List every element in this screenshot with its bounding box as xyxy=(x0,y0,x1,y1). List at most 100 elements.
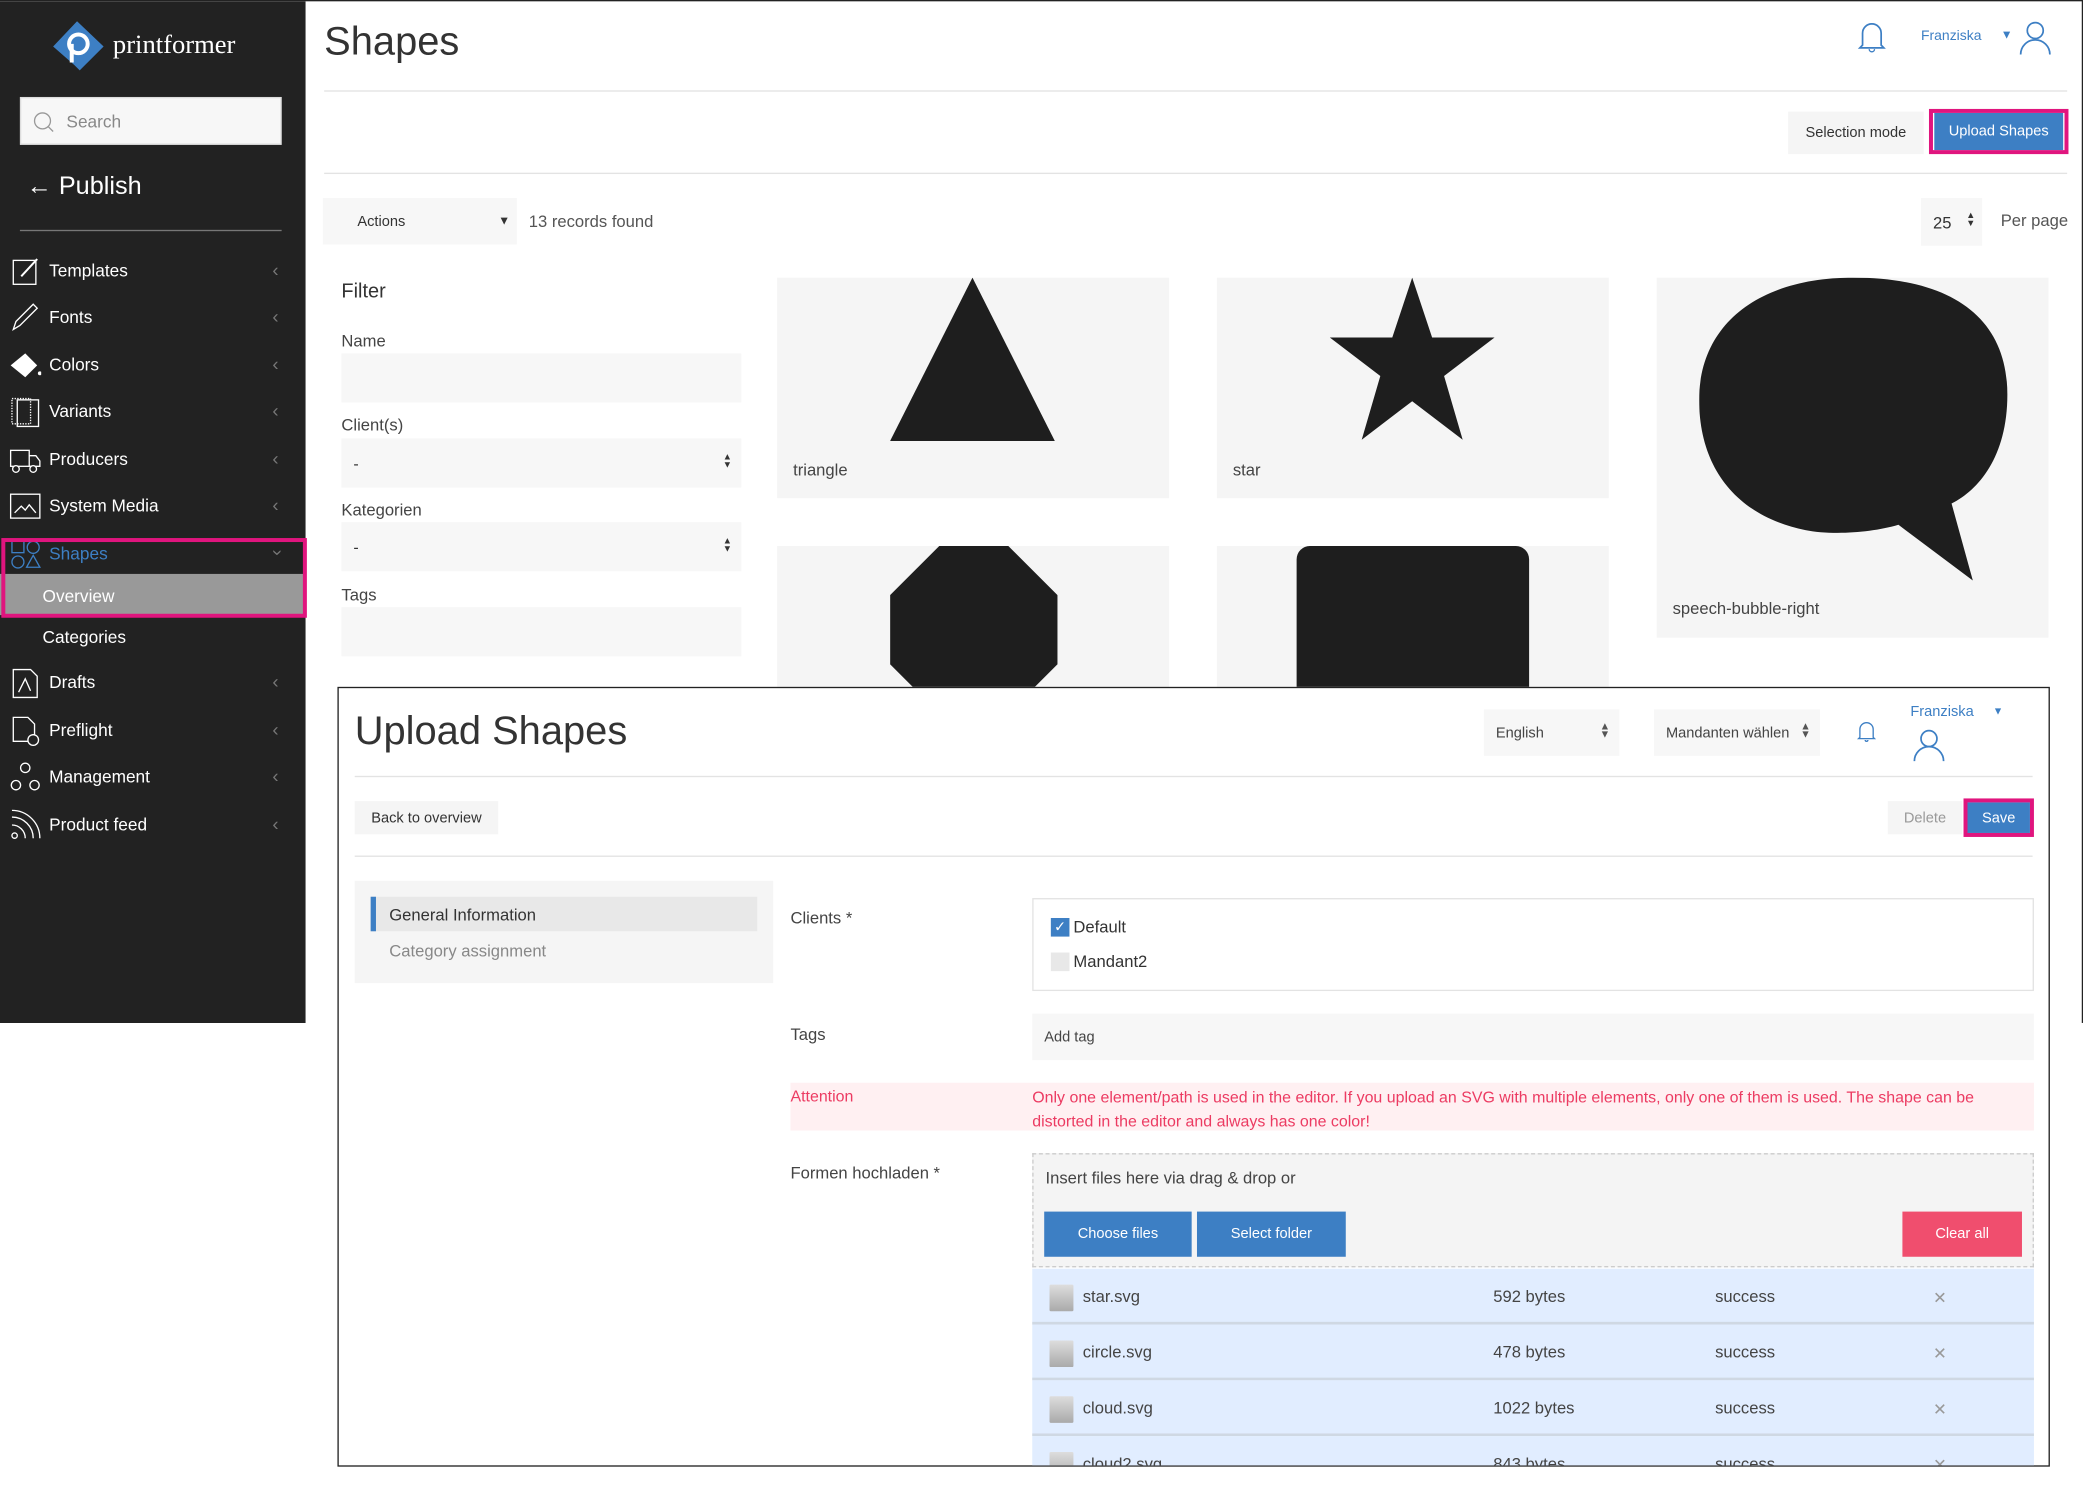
tags-label: Tags xyxy=(790,1025,826,1045)
truck-icon xyxy=(9,449,41,473)
filter-name-label: Name xyxy=(341,332,386,351)
choose-files-button[interactable]: Choose files xyxy=(1044,1211,1192,1257)
client-mandant2-label: Mandant2 xyxy=(1073,952,1148,972)
records-count: 13 records found xyxy=(528,212,654,232)
caret-down-icon: ▼ xyxy=(498,213,511,228)
value: - xyxy=(353,538,359,557)
shape-card-speech-bubble-right[interactable]: speech-bubble-right xyxy=(1656,277,2049,638)
dropzone[interactable]: Insert files here via drag & drop or Cho… xyxy=(1032,1153,2034,1268)
sidebar-item-colors[interactable]: Colors ‹ xyxy=(0,341,306,389)
shape-card-rounded-square[interactable] xyxy=(1216,546,1609,706)
value: Mandanten wählen xyxy=(1665,725,1790,742)
sidebar-item-preflight[interactable]: Preflight ‹ xyxy=(0,707,306,755)
client-default-label: Default xyxy=(1073,917,1127,937)
speech-bubble-shape xyxy=(1699,277,2008,581)
file-icon xyxy=(1049,1396,1074,1423)
attention-text: Only one element/path is used in the edi… xyxy=(1032,1088,1974,1130)
star-shape xyxy=(1329,277,1495,440)
caret-down-icon[interactable]: ▼ xyxy=(2000,27,2013,42)
file-status: success xyxy=(1715,1343,1776,1362)
file-name: circle.svg xyxy=(1082,1343,1152,1362)
tab-category-assignment[interactable]: Category assignment xyxy=(389,941,547,961)
back-to-overview-button[interactable]: Back to overview xyxy=(354,801,499,835)
divider xyxy=(19,229,282,232)
tags-input[interactable]: Add tag xyxy=(1032,1013,2034,1061)
sidebar-item-system-media[interactable]: System Media ‹ xyxy=(0,482,306,530)
remove-file-icon[interactable]: ✕ xyxy=(1932,1288,1947,1308)
filter-name-input[interactable] xyxy=(341,353,742,403)
octagon-shape xyxy=(890,546,1058,706)
shape-name: star xyxy=(1232,460,1261,480)
value: English xyxy=(1495,725,1544,742)
chevron-left-icon: ‹ xyxy=(272,447,279,469)
sidebar-item-templates[interactable]: Templates ‹ xyxy=(0,247,306,295)
filter-tags-input[interactable] xyxy=(341,607,742,657)
clear-all-button[interactable]: Clear all xyxy=(1902,1211,2022,1257)
file-status: success xyxy=(1715,1398,1776,1418)
user-icon[interactable] xyxy=(1912,728,1947,762)
filter-title: Filter xyxy=(341,280,386,303)
attention-label: Attention xyxy=(790,1086,854,1106)
modal-title: Upload Shapes xyxy=(354,709,628,754)
file-row: cloud2.svg 843 bytes success ✕ xyxy=(1032,1436,2034,1467)
remove-file-icon[interactable]: ✕ xyxy=(1932,1400,1947,1419)
save-button[interactable]: Save xyxy=(1967,802,2030,833)
language-select[interactable]: English ▲ ▼ xyxy=(1483,709,1620,756)
remove-file-icon[interactable]: ✕ xyxy=(1932,1456,1947,1467)
sidebar-subitem-overview[interactable]: Overview xyxy=(0,573,306,616)
sidebar-subitem-categories[interactable]: Categories xyxy=(42,627,127,647)
sidebar-item-variants[interactable]: Variants ‹ xyxy=(0,388,306,436)
user-icon[interactable] xyxy=(2018,20,2053,55)
file-row: cloud.svg 1022 bytes success ✕ xyxy=(1032,1380,2034,1437)
file-row: star.svg 592 bytes success ✕ xyxy=(1032,1268,2034,1325)
chevron-left-icon: ‹ xyxy=(272,399,279,422)
checkbox-mandant2[interactable] xyxy=(1050,952,1070,972)
dropzone-text: Insert files here via drag & drop or xyxy=(1045,1169,1296,1188)
file-icon xyxy=(1049,1340,1074,1368)
selection-mode-button[interactable]: Selection mode xyxy=(1788,111,1924,155)
sidebar-item-producers[interactable]: Producers ‹ xyxy=(0,436,306,484)
bell-icon[interactable] xyxy=(1857,20,1886,55)
publish-back-link[interactable]: ← Publish xyxy=(26,172,142,201)
delete-button[interactable]: Delete xyxy=(1887,801,1963,835)
actions-dropdown[interactable]: Actions ▼ xyxy=(322,197,517,245)
sidebar-item-management[interactable]: Management ‹ xyxy=(0,753,306,801)
per-page-label: Per page xyxy=(2000,211,2069,230)
select-folder-button[interactable]: Select folder xyxy=(1196,1211,1346,1257)
user-name[interactable]: Franziska xyxy=(1921,27,1982,44)
upload-shapes-button[interactable]: Upload Shapes xyxy=(1934,112,2064,151)
checkbox-default[interactable]: ✓ xyxy=(1050,917,1070,937)
file-icon xyxy=(1049,1452,1074,1466)
sidebar-item-shapes[interactable]: Shapes ‹ xyxy=(0,530,306,578)
sort-arrows-icon: ▲ ▼ xyxy=(722,536,732,554)
upload-label: Formen hochladen * xyxy=(790,1163,941,1183)
file-name: star.svg xyxy=(1082,1287,1140,1306)
sidebar-item-fonts[interactable]: Fonts ‹ xyxy=(0,294,306,342)
highlight-frame xyxy=(1928,108,2069,155)
file-size: 1022 bytes xyxy=(1493,1398,1575,1418)
search-input[interactable]: Search xyxy=(19,96,282,145)
tab-general-information[interactable]: General Information xyxy=(370,896,758,932)
sidebar: printformer Search ← Publish Templates ‹ … xyxy=(0,1,307,1023)
sidebar-item-drafts[interactable]: Drafts ‹ xyxy=(0,659,306,707)
edit-icon xyxy=(12,258,38,285)
shape-card-triangle[interactable]: triangle xyxy=(777,277,1170,499)
filter-categories-select[interactable]: - ▲ ▼ xyxy=(341,522,742,572)
pen-icon xyxy=(12,303,39,331)
search-icon xyxy=(33,112,54,132)
sidebar-item-product-feed[interactable]: Product feed ‹ xyxy=(0,801,306,849)
file-name: cloud2.svg xyxy=(1082,1454,1163,1467)
per-page-select[interactable]: 25 ▲ ▼ xyxy=(1921,197,1983,246)
bell-icon[interactable] xyxy=(1856,720,1877,744)
remove-file-icon[interactable]: ✕ xyxy=(1932,1344,1947,1364)
file-status: success xyxy=(1715,1287,1776,1306)
caret-down-icon[interactable]: ▼ xyxy=(1992,705,2004,718)
label: Colors xyxy=(49,354,100,375)
paint-bucket-icon xyxy=(10,353,42,378)
user-name[interactable]: Franziska xyxy=(1910,704,1974,721)
filter-clients-select[interactable]: - ▲ ▼ xyxy=(341,438,742,488)
shape-card-octagon[interactable] xyxy=(777,546,1170,706)
shape-card-star[interactable]: star xyxy=(1216,277,1609,499)
filter-categories-label: Kategorien xyxy=(341,500,422,520)
client-select[interactable]: Mandanten wählen ▲ ▼ xyxy=(1653,709,1821,756)
